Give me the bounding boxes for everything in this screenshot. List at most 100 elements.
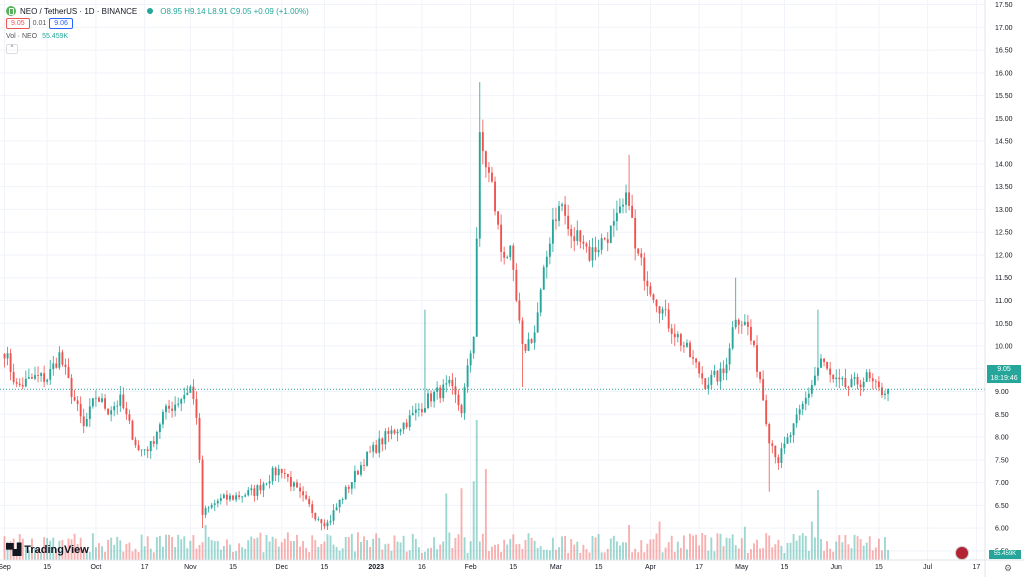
candle-body xyxy=(628,192,631,206)
y-tick-label: 8.00 xyxy=(995,435,1009,442)
volume-bar xyxy=(372,538,375,560)
candle-body xyxy=(98,397,100,402)
candle-body xyxy=(384,431,387,445)
volume-bar xyxy=(162,546,164,560)
candle-body xyxy=(515,269,518,301)
us-flag-icon[interactable] xyxy=(955,546,969,560)
candle-body xyxy=(110,410,113,415)
candle-body xyxy=(189,386,192,393)
volume-bar xyxy=(360,542,362,560)
volume-bar xyxy=(296,534,298,560)
buy-button[interactable]: 9.06 xyxy=(49,18,73,29)
sell-button[interactable]: 9.05 xyxy=(6,18,30,29)
volume-bar xyxy=(667,542,670,560)
volume-bar xyxy=(689,533,691,560)
volume-bar xyxy=(743,526,746,560)
volume-bar xyxy=(146,536,149,560)
volume-legend[interactable]: Vol · NEO 55.459K xyxy=(6,33,68,40)
volume-bar xyxy=(698,545,701,560)
volume-bar xyxy=(49,540,52,560)
volume-bar xyxy=(15,549,18,560)
candle-body xyxy=(832,374,835,380)
candle-body xyxy=(564,204,567,216)
candle-body xyxy=(201,459,204,515)
volume-bar xyxy=(564,535,567,560)
candle-body xyxy=(887,389,889,394)
candle-body xyxy=(119,394,122,406)
symbol-title[interactable]: NEO / TetherUS · 1D · BINANCE xyxy=(20,6,138,16)
tradingview-logo[interactable]: ▀▟ TradingView xyxy=(6,543,89,557)
volume-bar xyxy=(137,551,140,560)
volume-bar xyxy=(122,551,125,560)
candle-body xyxy=(195,399,198,418)
volume-bar xyxy=(152,552,155,560)
candle-body xyxy=(250,488,253,491)
candle-body xyxy=(259,485,262,491)
candle-body xyxy=(533,332,536,343)
volume-bar xyxy=(692,535,694,560)
volume-bar xyxy=(792,534,795,560)
candle-body xyxy=(262,483,265,491)
tradingview-logo-text: TradingView xyxy=(24,543,89,556)
candle-body xyxy=(88,406,91,419)
candle-body xyxy=(463,387,466,414)
volume-bar xyxy=(314,540,317,560)
volume-bar xyxy=(789,542,792,560)
candle-body xyxy=(798,409,801,415)
candle-body xyxy=(561,204,563,207)
candle-body xyxy=(424,408,426,413)
candle-body xyxy=(204,508,207,515)
volume-bar xyxy=(807,550,810,560)
price-axis[interactable]: 5.506.006.507.007.508.008.509.009.5010.0… xyxy=(984,0,1013,577)
volume-bar xyxy=(731,534,734,560)
y-tick-label: 15.00 xyxy=(995,116,1013,123)
volume-bar xyxy=(207,536,210,560)
candle-body xyxy=(396,431,399,434)
volume-bar xyxy=(484,469,487,560)
candle-body xyxy=(707,384,710,389)
symbol-header[interactable]: NEO / TetherUS · 1D · BINANCE O8.95 H9.1… xyxy=(6,4,309,18)
candle-body xyxy=(570,229,573,237)
volume-bar xyxy=(756,539,758,560)
volume-bar xyxy=(24,546,27,560)
volume-bar xyxy=(804,535,807,560)
y-tick-label: 7.00 xyxy=(995,480,1009,487)
volume-bar xyxy=(518,543,521,560)
candle-body xyxy=(137,445,140,450)
candle-body xyxy=(302,491,305,496)
volume-bar xyxy=(646,543,649,560)
volume-bar xyxy=(643,552,646,560)
volume-bar xyxy=(347,537,350,560)
candle-body xyxy=(15,382,18,384)
candle-body xyxy=(329,520,332,523)
candle-body xyxy=(128,414,131,421)
gear-icon[interactable]: ⚙ xyxy=(1004,563,1013,573)
time-axis[interactable]: Sep 15 Oct 17 Nov 15 Dec 15 2023 16 Feb 15 Mar 15 Apr 1… xyxy=(0,559,1024,571)
volume-bar xyxy=(30,538,33,560)
volume-bar xyxy=(9,541,12,560)
volume-bar xyxy=(765,533,768,560)
candle-body xyxy=(229,495,231,500)
volume-bar xyxy=(515,544,518,560)
volume-bar xyxy=(466,552,469,560)
candle-body xyxy=(625,192,627,205)
chevron-up-icon[interactable]: ^ xyxy=(6,44,18,54)
volume-bar xyxy=(695,534,698,560)
volume-bar xyxy=(582,544,585,560)
volume-bar xyxy=(524,539,527,560)
candle-body xyxy=(344,486,347,500)
y-tick-label: 12.00 xyxy=(995,252,1013,259)
volume-bar xyxy=(73,533,76,560)
volume-bar xyxy=(588,552,591,560)
volume-bar xyxy=(877,538,880,560)
candle-body xyxy=(749,326,752,341)
candle-body xyxy=(442,384,445,399)
candle-body xyxy=(381,438,384,445)
volume-bar xyxy=(256,537,259,560)
x-tick-label: Feb xyxy=(465,564,477,571)
candle-body xyxy=(12,371,15,383)
volume-bar xyxy=(317,546,320,560)
candle-body xyxy=(780,448,783,464)
x-tick-label: 17 xyxy=(695,564,703,571)
